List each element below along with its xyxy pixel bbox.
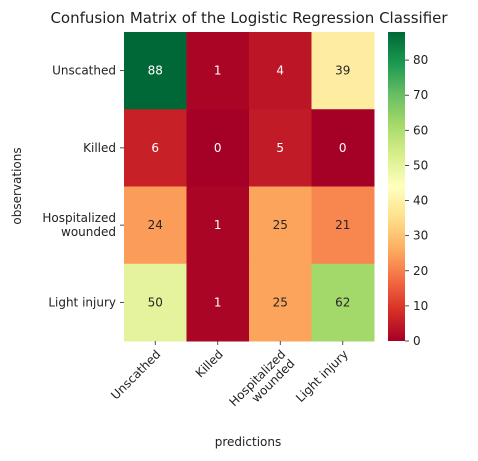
x-tick-label-0: Unscathed bbox=[108, 347, 163, 402]
x-tick-labels: Unscathed Killed HospitalizedwoundedLight … bbox=[108, 341, 351, 418]
heatmap-cell-r1-c0 bbox=[124, 109, 187, 187]
colorbar bbox=[388, 32, 405, 341]
cell-value-r3-c3: 62 bbox=[335, 295, 350, 309]
cell-value-r0-c0: 88 bbox=[148, 64, 163, 78]
cell-value-r2-c3: 21 bbox=[335, 218, 350, 232]
colorbar-tick-label-5: 50 bbox=[413, 158, 428, 172]
cell-value-r3-c1: 1 bbox=[214, 295, 222, 309]
heatmap-cell-r3-c2 bbox=[249, 263, 312, 342]
colorbar-ticks: 0 10 20 30 40 50 60 70 80 bbox=[405, 53, 428, 348]
x-tick-label-2: Hospitalizedwounded bbox=[226, 347, 297, 418]
heatmap-cell-r2-c2 bbox=[249, 186, 312, 265]
heatmap-cell-r0-c0 bbox=[124, 32, 187, 110]
heatmap-cell-r0-c1 bbox=[186, 32, 250, 110]
heatmap-cell-r1-c3 bbox=[311, 109, 375, 187]
chart-title: Confusion Matrix of the Logistic Regress… bbox=[50, 9, 448, 27]
colorbar-tick-label-0: 0 bbox=[413, 334, 421, 348]
cell-value-r2-c2: 25 bbox=[273, 218, 288, 232]
cell-value-r0-c1: 1 bbox=[214, 64, 222, 78]
colorbar-tick-label-6: 60 bbox=[413, 123, 428, 137]
heatmap-cell-r0-c2 bbox=[249, 32, 312, 110]
x-tick-label-3: Light injury bbox=[293, 347, 351, 405]
heatmap-cells bbox=[124, 32, 375, 342]
cell-value-r0-c3: 39 bbox=[335, 64, 350, 78]
heatmap-cell-r3-c3 bbox=[311, 263, 375, 342]
cell-value-r0-c2: 4 bbox=[276, 64, 284, 78]
cell-value-r3-c0: 50 bbox=[148, 295, 163, 309]
cell-value-r1-c2: 5 bbox=[276, 141, 284, 155]
cell-value-r2-c1: 1 bbox=[214, 218, 222, 232]
cell-value-r1-c3: 0 bbox=[339, 141, 347, 155]
colorbar-tick-label-1: 10 bbox=[413, 299, 428, 313]
y-tick-label-3: Light injury bbox=[48, 295, 116, 309]
heatmap-cell-r3-c1 bbox=[186, 263, 250, 342]
colorbar-tick-label-4: 40 bbox=[413, 194, 428, 208]
x-axis-label: predictions bbox=[215, 435, 281, 449]
heatmap-cell-r3-c0 bbox=[124, 263, 187, 342]
colorbar-tick-label-3: 30 bbox=[413, 229, 428, 243]
x-tick-label-1: Killed bbox=[193, 347, 226, 380]
y-tick-label-1: Killed bbox=[83, 141, 116, 155]
heatmap-cell-r1-c1 bbox=[186, 109, 250, 187]
heatmap-cell-r1-c2 bbox=[249, 109, 312, 187]
cell-value-r1-c0: 6 bbox=[151, 141, 159, 155]
heatmap-cell-r2-c0 bbox=[124, 186, 187, 265]
heatmap-cell-r2-c3 bbox=[311, 186, 375, 265]
colorbar-tick-label-7: 70 bbox=[413, 88, 428, 102]
heatmap-cell-r2-c1 bbox=[186, 186, 250, 265]
colorbar-tick-label-8: 80 bbox=[413, 53, 428, 67]
heatmap-cell-r0-c3 bbox=[311, 32, 375, 110]
cell-value-r3-c2: 25 bbox=[273, 295, 288, 309]
cell-value-r1-c1: 0 bbox=[214, 141, 222, 155]
y-axis-label: observations bbox=[10, 147, 24, 224]
y-tick-label-0: Unscathed bbox=[52, 64, 116, 78]
y-tick-label-2: Hospitalized wounded bbox=[42, 211, 116, 239]
colorbar-tick-label-2: 20 bbox=[413, 264, 428, 278]
y-tick-labels: Unscathed Killed Hospitalized wounded Light … bbox=[42, 64, 124, 309]
cell-value-r2-c0: 24 bbox=[148, 218, 163, 232]
